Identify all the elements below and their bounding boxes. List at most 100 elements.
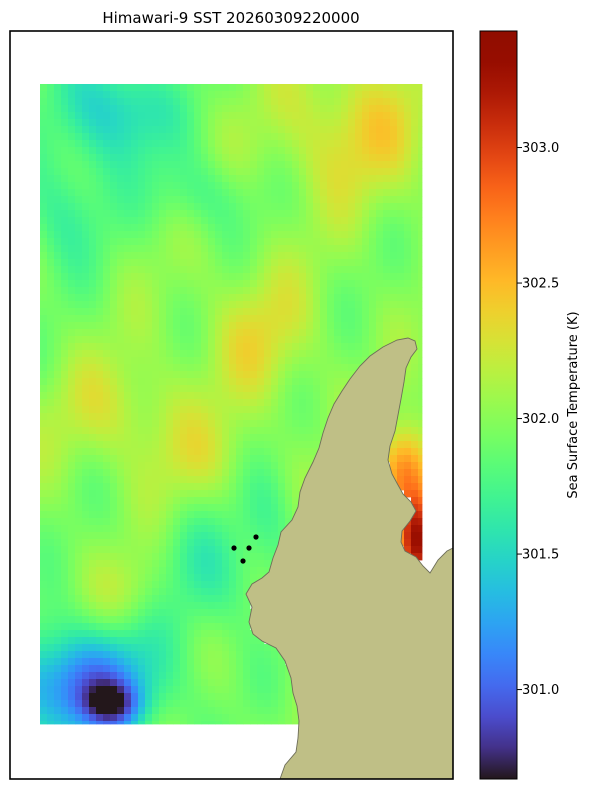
sst-cell [292,322,300,330]
sst-cell [411,231,419,239]
sst-cell [306,203,314,211]
sst-cell [131,294,139,302]
sst-cell [54,413,62,421]
sst-cell [250,707,258,715]
sst-cell [166,609,174,617]
sst-cell [418,350,423,358]
sst-cell [285,322,293,330]
sst-cell [75,315,83,323]
sst-cell [75,574,83,582]
sst-cell [257,238,265,246]
sst-cell [180,217,188,225]
sst-cell [47,455,55,463]
sst-cell [201,721,209,725]
sst-cell [355,266,363,274]
sst-cell [166,434,174,442]
sst-cell [257,567,265,575]
sst-cell [215,707,223,715]
sst-cell [397,455,405,463]
sst-cell [278,161,286,169]
sst-cell [47,707,55,715]
sst-cell [96,315,104,323]
sst-cell [250,644,258,652]
sst-cell [348,203,356,211]
sst-cell [215,217,223,225]
sst-cell [159,245,167,253]
sst-cell [411,518,419,526]
sst-cell [194,714,202,722]
sst-cell [306,308,314,316]
sst-cell [131,301,139,309]
sst-cell [320,238,328,246]
sst-cell [348,280,356,288]
sst-cell [96,511,104,519]
sst-cell [271,693,279,701]
sst-cell [229,168,237,176]
sst-cell [103,462,111,470]
sst-cell [145,420,153,428]
sst-cell [257,147,265,155]
sst-cell [411,147,419,155]
sst-cell [110,630,118,638]
sst-cell [47,623,55,631]
sst-cell [250,217,258,225]
sst-cell [82,336,90,344]
sst-cell [131,574,139,582]
sst-cell [96,441,104,449]
sst-cell [152,406,160,414]
sst-cell [159,658,167,666]
sst-cell [222,273,230,281]
sst-cell [390,196,398,204]
sst-cell [236,658,244,666]
sst-cell [152,602,160,610]
sst-cell [75,511,83,519]
sst-cell [54,406,62,414]
sst-cell [264,245,272,253]
sst-cell [159,525,167,533]
sst-cell [124,266,132,274]
sst-cell [110,252,118,260]
sst-cell [285,301,293,309]
sst-cell [418,210,423,218]
sst-cell [103,245,111,253]
sst-cell [411,203,419,211]
sst-cell [194,588,202,596]
sst-cell [320,308,328,316]
sst-cell [243,322,251,330]
sst-cell [320,84,328,92]
sst-cell [299,420,307,428]
sst-cell [208,532,216,540]
sst-cell [54,91,62,99]
sst-cell [96,665,104,673]
sst-cell [89,189,97,197]
sst-cell [159,546,167,554]
sst-cell [201,602,209,610]
sst-cell [124,637,132,645]
sst-cell [376,294,384,302]
sst-cell [194,644,202,652]
sst-cell [152,252,160,260]
sst-cell [348,133,356,141]
sst-cell [404,203,412,211]
sst-cell [376,329,384,337]
sst-cell [194,602,202,610]
sst-cell [236,301,244,309]
sst-cell [152,497,160,505]
sst-cell [334,84,342,92]
sst-cell [257,287,265,295]
sst-cell [208,546,216,554]
sst-cell [194,357,202,365]
sst-cell [299,154,307,162]
sst-cell [61,651,69,659]
sst-cell [236,126,244,134]
sst-cell [103,294,111,302]
sst-cell [278,364,286,372]
sst-cell [383,301,391,309]
sst-cell [397,273,405,281]
sst-cell [306,196,314,204]
sst-cell [222,385,230,393]
sst-cell [68,364,76,372]
sst-cell [68,231,76,239]
sst-cell [271,112,279,120]
sst-cell [390,210,398,218]
